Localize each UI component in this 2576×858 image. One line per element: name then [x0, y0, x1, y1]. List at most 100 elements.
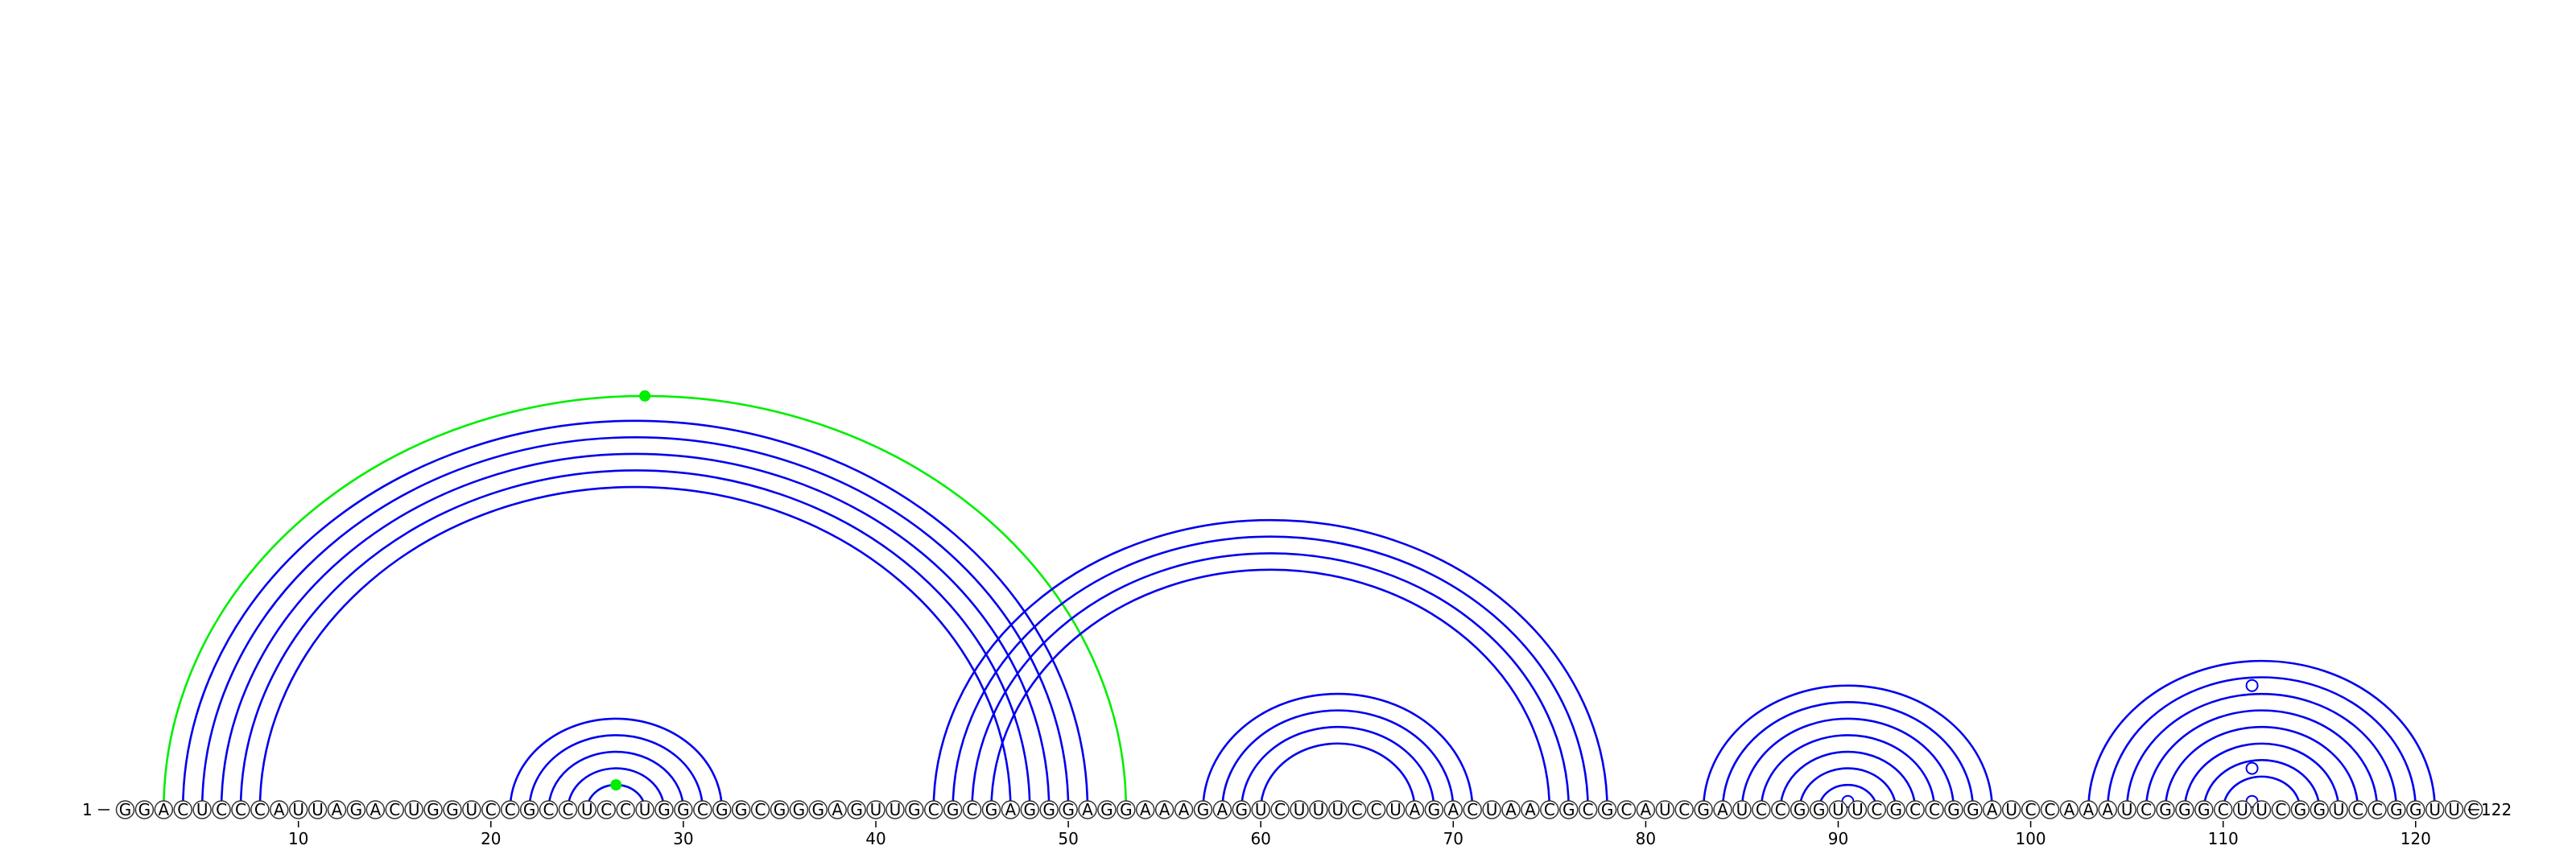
nucleotide-letter: C	[216, 800, 227, 819]
nucleotide-letter: C	[2045, 800, 2056, 819]
nucleotide-letter: C	[755, 800, 766, 819]
nucleotide-letter: C	[1756, 800, 1767, 819]
nucleotide-letter: U	[408, 800, 420, 819]
axis-tick-label: 70	[1443, 829, 1463, 848]
axis-tick-label: 30	[673, 829, 693, 848]
position-axis: 10 20 30 40 50 60 70 80 90 100 110 120	[288, 821, 2431, 848]
nucleotide-letter: G	[1563, 800, 1575, 819]
nucleotide-letter: A	[1005, 800, 1017, 819]
nucleotide-letter: C	[2140, 800, 2152, 819]
base-pair-arc	[953, 537, 1588, 810]
nucleotide-letter: G	[1024, 800, 1037, 819]
nucleotide-letter: U	[1832, 800, 1844, 819]
base-pair-arc	[241, 470, 1030, 810]
nucleotide-letter: G	[138, 800, 151, 819]
nucleotide-letter: G	[774, 800, 786, 819]
nucleotide-letter: U	[2333, 800, 2345, 819]
nucleotide-letter: G	[1120, 800, 1133, 819]
nucleotide-letter: A	[1159, 800, 1170, 819]
nucleotide-letter: C	[562, 800, 573, 819]
nucleotide-letter: U	[1852, 800, 1864, 819]
nucleotide-letter: C	[177, 800, 188, 819]
nucleotide-letter: C	[1678, 800, 1690, 819]
nucleotide-letter: U	[196, 800, 208, 819]
nucleotide-letter: U	[890, 800, 902, 819]
nucleotide-letter: C	[2275, 800, 2286, 819]
nucleotide-letter: C	[967, 800, 978, 819]
nucleotide-letter: G	[850, 800, 863, 819]
nucleotide-letter: A	[1717, 800, 1728, 819]
nucleotide-letter: C	[697, 800, 708, 819]
nucleotide-letter: C	[485, 800, 497, 819]
axis-tick-label: 50	[1058, 829, 1078, 848]
nucleotide-letter: G	[2409, 800, 2422, 819]
nucleotide-letter: C	[1871, 800, 1882, 819]
arc-layer	[163, 396, 2434, 810]
nucleotide-letter: C	[2352, 800, 2363, 819]
axis-tick-label: 100	[2015, 829, 2046, 848]
nucleotide-letter: U	[581, 800, 593, 819]
nucleotide-letter: A	[1082, 800, 1093, 819]
nucleotide-letter: G	[793, 800, 806, 819]
base-pair-arc	[530, 735, 703, 810]
nucleotide-letter: A	[158, 800, 169, 819]
nucleotide-letter: A	[1505, 800, 1517, 819]
nucleotide-letter: C	[2218, 800, 2229, 819]
nucleotide-letter: U	[1486, 800, 1498, 819]
nucleotide-letter: G	[119, 800, 132, 819]
nucleotide-letter: C	[2025, 800, 2037, 819]
nucleotide-letter: G	[716, 800, 729, 819]
nucleotide-letter: A	[369, 800, 381, 819]
nucleotide-letter: U	[2448, 800, 2460, 819]
nucleotide-letter: U	[1332, 800, 1344, 819]
nucleotide-letter: G	[2390, 800, 2403, 819]
start-position-label: 1	[82, 800, 93, 819]
base-pair-arc	[221, 454, 1049, 810]
nucleotide-letter: U	[2429, 800, 2441, 819]
base-pair-arc	[2088, 661, 2434, 810]
nucleotide-letter: A	[832, 800, 843, 819]
axis-tick-label: 80	[1636, 829, 1656, 848]
axis-tick-label: 10	[288, 829, 308, 848]
nucleotide-letter: G	[947, 800, 960, 819]
nucleotide-letter: G	[427, 800, 440, 819]
nucleotide-letter: U	[466, 800, 478, 819]
nucleotide-letter: U	[292, 800, 304, 819]
nucleotide-letter: U	[2005, 800, 2017, 819]
nucleotide-letter: G	[1197, 800, 1210, 819]
nucleotide-letter: C	[505, 800, 516, 819]
nucleotide-letter: C	[1274, 800, 1286, 819]
pair-marker-layer	[610, 390, 2257, 807]
nucleotide-letter: U	[312, 800, 324, 819]
nucleotide-letter: G	[735, 800, 748, 819]
base-pair-arc	[183, 421, 1088, 810]
nucleotide-letter: C	[254, 800, 266, 819]
nucleotide-letter: G	[908, 800, 921, 819]
axis-tick-label: 60	[1250, 829, 1270, 848]
nucleotide-letter: U	[1255, 800, 1267, 819]
nucleotide-letter: C	[1467, 800, 1478, 819]
nucleotide-letter: A	[1525, 800, 1536, 819]
nucleotide-letter: A	[332, 800, 343, 819]
nucleotide-letter: U	[639, 800, 651, 819]
nucleotide-letter: G	[1813, 800, 1826, 819]
nucleotide-letter: G	[1236, 800, 1249, 819]
green-arc-marker	[610, 779, 621, 790]
nucleotide-letter: C	[1909, 800, 1921, 819]
green-arc-marker	[639, 390, 650, 402]
nucleotide-letter: A	[1140, 800, 1151, 819]
nucleotide-letter: G	[446, 800, 459, 819]
sequence-track: GGACUCCCAUUAGACUGGUCCGCCUCCUGGCGGCGGGAGU…	[117, 800, 2483, 819]
nucleotide-letter: C	[2372, 800, 2383, 819]
nucleotide-letter: U	[2121, 800, 2133, 819]
open-arc-marker	[2247, 680, 2258, 691]
nucleotide-letter: G	[350, 800, 363, 819]
axis-tick-label: 40	[865, 829, 886, 848]
nucleotide-letter: U	[1313, 800, 1325, 819]
base-pair-arc	[1222, 711, 1453, 810]
nucleotide-letter: G	[658, 800, 671, 819]
nucleotide-letter: A	[1410, 800, 1421, 819]
nucleotide-letter: G	[985, 800, 998, 819]
nucleotide-letter: A	[2102, 800, 2113, 819]
nucleotide-letter: A	[1641, 800, 1652, 819]
